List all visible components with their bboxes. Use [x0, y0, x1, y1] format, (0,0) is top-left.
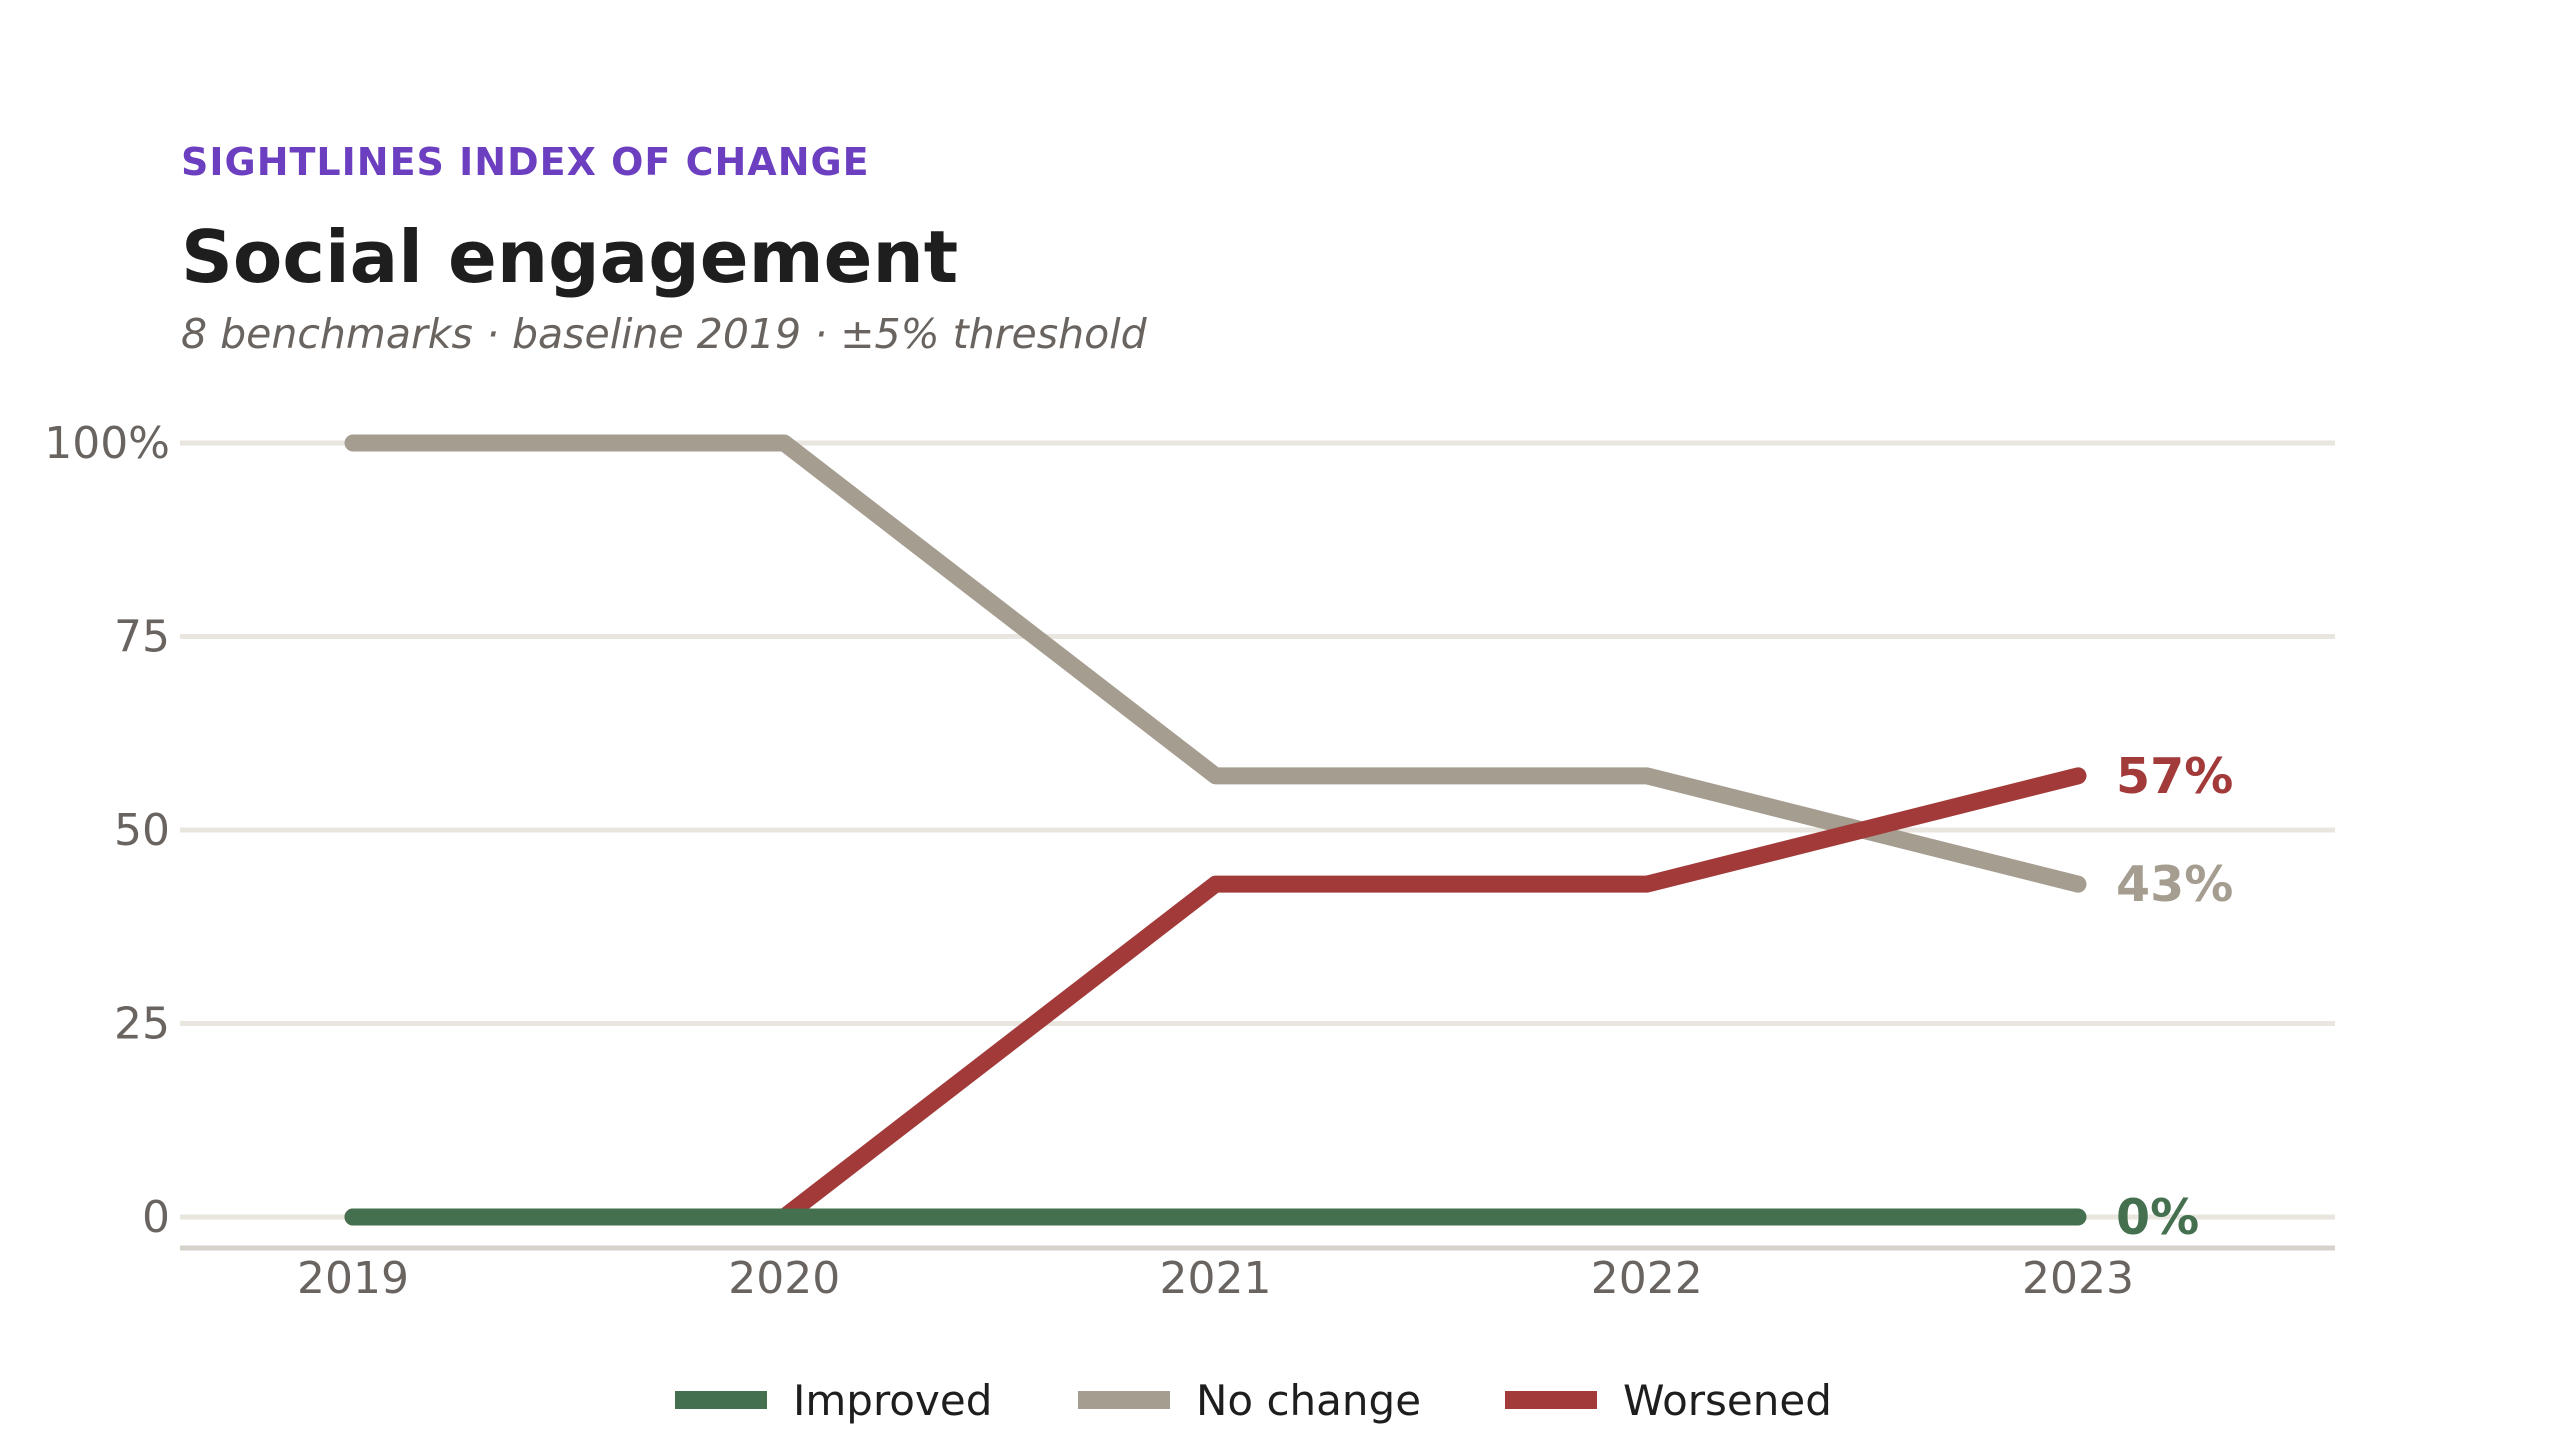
series-line-no-change: [344, 434, 2087, 893]
legend-label: Improved: [793, 1375, 993, 1425]
legend-item-improved: Improved: [675, 1370, 992, 1430]
series-line-worsened: [344, 767, 2087, 1226]
y-tick-label: 25: [114, 999, 170, 1050]
x-tick-label: 2019: [297, 1253, 409, 1304]
legend: Improved No change Worsened: [0, 1370, 2500, 1430]
chart-subtitle: 8 benchmarks · baseline 2019 · ±5% thres…: [181, 310, 1147, 358]
legend-swatch: [1505, 1391, 1597, 1409]
y-tick-label: 50: [114, 805, 170, 856]
end-label-worsened: 57%: [2116, 748, 2233, 805]
end-label-no-change: 43%: [2116, 856, 2233, 913]
y-tick-label: 0: [142, 1192, 170, 1243]
x-tick-label: 2020: [728, 1253, 840, 1304]
chart-title: Social engagement: [181, 215, 959, 299]
legend-swatch: [1078, 1391, 1170, 1409]
legend-item-worsened: Worsened: [1505, 1370, 1832, 1430]
chart-kicker: SIGHTLINES INDEX OF CHANGE: [181, 140, 870, 184]
x-tick-label: 2023: [2022, 1253, 2134, 1304]
y-tick-label: 100%: [44, 418, 170, 469]
x-tick-label: 2021: [1160, 1253, 1272, 1304]
legend-swatch: [675, 1391, 767, 1409]
y-tick-label: 75: [114, 612, 170, 663]
legend-label: No change: [1196, 1375, 1422, 1425]
x-tick-label: 2022: [1591, 1253, 1703, 1304]
legend-item-no-change: No change: [1078, 1370, 1421, 1430]
end-label-improved: 0%: [2116, 1189, 2199, 1246]
legend-label: Worsened: [1623, 1375, 1832, 1425]
